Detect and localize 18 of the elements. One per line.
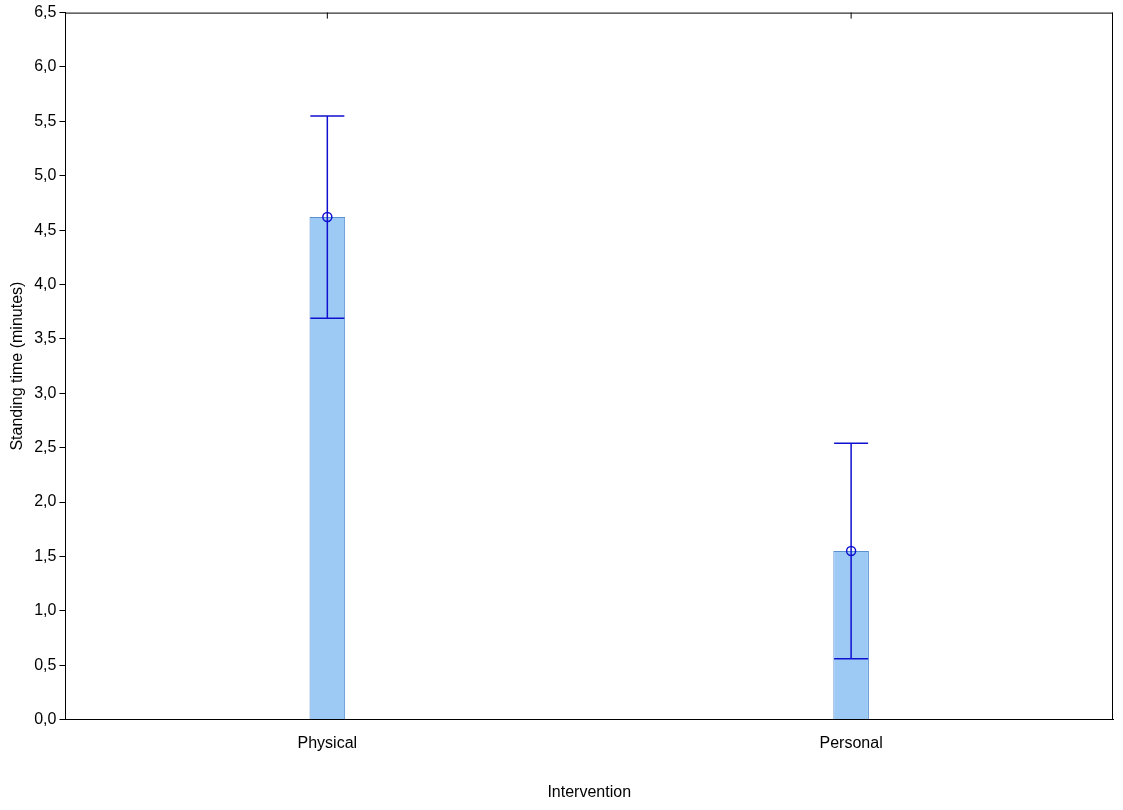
y-tick-label: 2,0 — [34, 492, 57, 510]
y-tick-label: 0,5 — [34, 655, 57, 673]
y-tick-label: 5,0 — [34, 166, 57, 184]
x-tick-label: Personal — [819, 733, 883, 751]
y-tick-label: 0,0 — [34, 710, 57, 728]
x-tick-label: Physical — [297, 733, 358, 751]
y-tick-label: 3,0 — [34, 383, 57, 401]
y-tick-label: 1,5 — [34, 546, 57, 564]
y-tick-label: 2,5 — [34, 438, 57, 456]
y-tick-label: 6,0 — [34, 57, 57, 75]
y-axis-title: Standing time (minutes) — [8, 281, 26, 451]
y-tick-label: 3,5 — [34, 329, 57, 347]
y-tick-label: 5,5 — [34, 111, 57, 129]
y-tick-label: 6,5 — [34, 3, 57, 21]
x-axis-title: Intervention — [547, 782, 632, 800]
y-tick-label: 1,0 — [34, 601, 57, 619]
y-tick-label: 4,0 — [34, 274, 57, 292]
y-tick-label: 4,5 — [34, 220, 57, 238]
